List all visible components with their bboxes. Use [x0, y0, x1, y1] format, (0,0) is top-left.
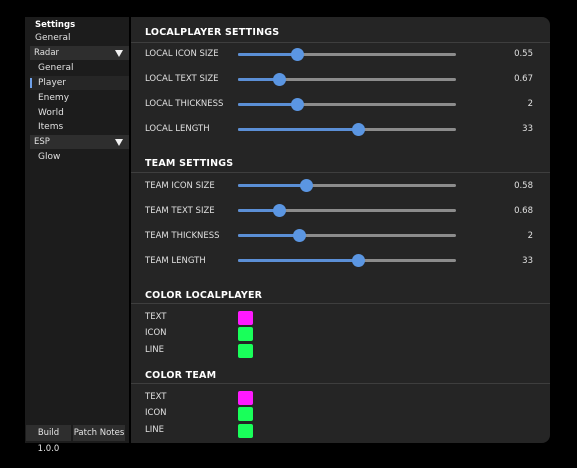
slider-knob[interactable] [351, 254, 365, 267]
slider-fill [238, 53, 297, 56]
team-text-size-slider[interactable] [238, 204, 456, 217]
slider-value: 0.58 [514, 181, 533, 191]
local-icon-color-swatch[interactable] [238, 327, 253, 341]
team-line-color-swatch[interactable] [238, 424, 253, 438]
sidebar-item-enemy[interactable]: Enemy [38, 91, 69, 105]
slider-fill [238, 103, 297, 106]
slider-value: 0.68 [514, 206, 533, 216]
sidebar-item-label: Items [38, 122, 64, 132]
section-title-team-settings: TEAM SETTINGS [145, 158, 234, 169]
dropdown-triangle-icon [115, 139, 123, 146]
local-thickness-slider[interactable] [238, 98, 456, 111]
slider-label: LOCAL LENGTH [145, 124, 210, 134]
local-icon-size-slider[interactable] [238, 48, 456, 61]
slider-knob[interactable] [299, 179, 313, 192]
local-line-color-swatch[interactable] [238, 344, 253, 358]
sidebar: Settings General Radar General Player En… [25, 17, 129, 454]
sidebar-footer: Build 1.0.0 Patch Notes [25, 425, 129, 454]
team-icon-color-swatch[interactable] [238, 407, 253, 421]
sidebar-item-items[interactable]: Items [38, 120, 63, 134]
divider [131, 383, 550, 384]
sidebar-item-label: Player [38, 78, 67, 88]
slider-knob[interactable] [290, 98, 304, 111]
slider-fill [238, 259, 358, 262]
sidebar-item-radar-general[interactable]: General [38, 61, 73, 75]
sidebar-item-label: General [38, 63, 74, 73]
divider [131, 172, 550, 173]
slider-label: TEAM LENGTH [145, 256, 206, 266]
section-title-localplayer-settings: LOCALPLAYER SETTINGS [145, 27, 280, 38]
local-text-color-swatch[interactable] [238, 311, 253, 325]
sidebar-item-glow[interactable]: Glow [38, 150, 60, 164]
team-icon-size-slider[interactable] [238, 179, 456, 192]
slider-knob[interactable] [351, 123, 365, 136]
patch-notes-button[interactable]: Patch Notes [73, 425, 125, 441]
sidebar-item-general[interactable]: General [35, 31, 70, 45]
slider-label: LOCAL TEXT SIZE [145, 74, 219, 84]
color-label: LINE [145, 425, 164, 435]
slider-value: 33 [522, 256, 533, 266]
slider-label: LOCAL ICON SIZE [145, 49, 219, 59]
slider-label: TEAM ICON SIZE [145, 181, 215, 191]
slider-value: 2 [527, 231, 533, 241]
slider-value: 2 [527, 99, 533, 109]
slider-label: TEAM THICKNESS [145, 231, 220, 241]
dropdown-triangle-icon [115, 50, 123, 57]
sidebar-item-player[interactable]: Player [30, 76, 129, 90]
slider-value: 0.55 [514, 49, 533, 59]
sidebar-item-label: Glow [38, 152, 61, 162]
active-indicator [30, 78, 32, 88]
divider [131, 303, 550, 304]
sidebar-section-radar[interactable]: Radar [30, 46, 129, 60]
local-text-size-slider[interactable] [238, 73, 456, 86]
slider-fill [238, 234, 300, 237]
slider-knob[interactable] [273, 204, 287, 217]
build-button[interactable]: Build 1.0.0 [26, 425, 71, 454]
slider-value: 0.67 [514, 74, 533, 84]
sidebar-item-world[interactable]: World [38, 106, 64, 120]
color-label: ICON [145, 328, 167, 338]
sidebar-item-label: World [38, 108, 64, 118]
local-length-slider[interactable] [238, 123, 456, 136]
slider-fill [238, 128, 358, 131]
sidebar-section-esp[interactable]: ESP [30, 135, 129, 149]
slider-knob[interactable] [273, 73, 287, 86]
slider-fill [238, 184, 306, 187]
sidebar-title: Settings [35, 20, 76, 30]
team-thickness-slider[interactable] [238, 229, 456, 242]
color-label: ICON [145, 408, 167, 418]
color-label: TEXT [145, 392, 167, 402]
slider-knob[interactable] [293, 229, 307, 242]
sidebar-item-label: General [35, 33, 71, 43]
slider-label: LOCAL THICKNESS [145, 99, 224, 109]
divider [131, 42, 550, 43]
slider-label: TEAM TEXT SIZE [145, 206, 215, 216]
slider-fill [238, 209, 280, 212]
sidebar-item-label: Enemy [38, 93, 70, 103]
section-title-color-localplayer: COLOR LOCALPLAYER [145, 290, 263, 301]
team-text-color-swatch[interactable] [238, 391, 253, 405]
team-length-slider[interactable] [238, 254, 456, 267]
section-title-color-team: COLOR TEAM [145, 370, 217, 381]
slider-knob[interactable] [290, 48, 304, 61]
slider-fill [238, 78, 280, 81]
main-panel: LOCALPLAYER SETTINGS LOCAL ICON SIZE 0.5… [131, 17, 550, 443]
sidebar-section-label: Radar [34, 48, 60, 58]
color-label: LINE [145, 345, 164, 355]
slider-value: 33 [522, 124, 533, 134]
color-label: TEXT [145, 312, 167, 322]
sidebar-section-label: ESP [34, 137, 50, 147]
